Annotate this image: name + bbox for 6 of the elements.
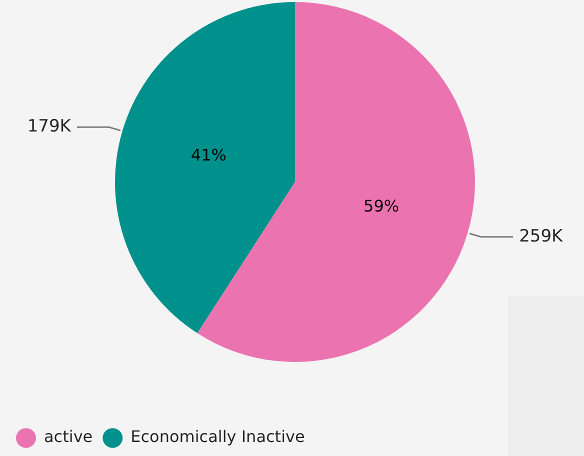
legend-label: active bbox=[44, 427, 93, 446]
text: 59% bbox=[364, 196, 400, 216]
text: 41% bbox=[190, 146, 226, 165]
data-label: 179K bbox=[27, 116, 72, 137]
data-label: 259K bbox=[519, 226, 564, 246]
legend-label: Economically Inactive bbox=[130, 427, 305, 446]
